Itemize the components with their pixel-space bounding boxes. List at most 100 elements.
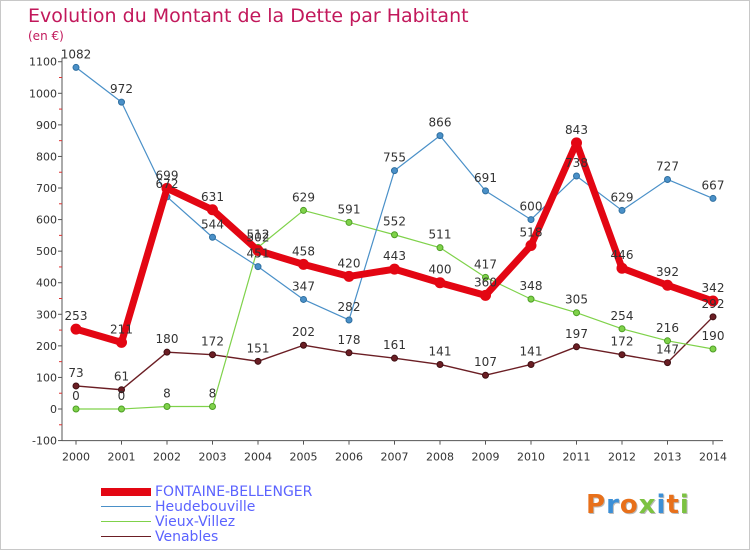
chart-subtitle: (en €) — [28, 29, 64, 43]
data-point — [662, 279, 673, 291]
data-label: 600 — [520, 200, 543, 214]
data-label: 629 — [292, 190, 315, 204]
data-label: 282 — [338, 300, 361, 314]
data-label: 0 — [72, 389, 80, 403]
data-point — [573, 309, 580, 317]
data-point — [482, 187, 489, 195]
data-point — [482, 273, 489, 281]
data-point — [664, 359, 671, 367]
data-label: 0 — [118, 389, 126, 403]
x-tick-label: 2002 — [153, 451, 181, 464]
data-label: 254 — [611, 309, 634, 323]
data-label: 512 — [247, 227, 270, 241]
data-point — [116, 336, 127, 348]
data-point — [709, 313, 717, 321]
data-label: 629 — [611, 190, 634, 204]
legend: FONTAINE-BELLENGER Heudebouville Vieux-Vil… — [101, 483, 313, 545]
data-label: 451 — [247, 247, 270, 261]
chart-title: Evolution du Montant de la Dette par Hab… — [28, 5, 469, 27]
data-point — [709, 345, 717, 353]
x-tick-label: 2013 — [654, 451, 682, 464]
data-point — [72, 382, 80, 390]
data-point — [70, 323, 82, 335]
legend-label: Vieux-Villez — [155, 513, 236, 530]
x-tick-label: 2005 — [290, 451, 318, 464]
data-label: 552 — [383, 215, 406, 229]
data-label: 73 — [68, 366, 83, 380]
data-label: 400 — [429, 263, 452, 277]
data-label: 544 — [201, 217, 224, 231]
data-label: 147 — [656, 343, 679, 357]
data-label: 458 — [292, 244, 315, 258]
data-point — [163, 402, 171, 410]
logo-letter: i — [656, 490, 667, 520]
data-point — [343, 270, 355, 282]
y-tick-label: 0 — [50, 403, 57, 416]
data-label: 446 — [611, 248, 634, 262]
data-label: 699 — [156, 168, 179, 182]
proxiti-logo: Proxiti — [586, 490, 690, 520]
legend-item: Vieux-Villez — [101, 513, 312, 530]
data-point — [300, 295, 307, 303]
data-label: 738 — [565, 156, 588, 170]
data-point — [664, 175, 671, 183]
data-label: 591 — [338, 202, 361, 216]
data-label: 8 — [163, 386, 171, 400]
y-tick-label: 700 — [36, 182, 57, 195]
y-tick-label: 100 — [36, 371, 57, 384]
data-label: 141 — [429, 344, 452, 358]
data-point — [118, 98, 125, 106]
data-label: 172 — [201, 335, 224, 349]
data-point — [118, 405, 125, 413]
data-label: 866 — [429, 116, 452, 130]
data-label: 151 — [247, 341, 270, 355]
data-label: 8 — [209, 386, 217, 400]
data-point — [709, 194, 717, 202]
logo-letter: t — [666, 490, 680, 520]
data-point — [571, 137, 582, 149]
logo-letter: P — [586, 490, 607, 520]
y-tick-label: 200 — [36, 340, 57, 353]
legend-swatch — [101, 535, 151, 538]
data-point — [434, 277, 446, 289]
data-point — [525, 239, 537, 251]
data-point — [618, 351, 626, 359]
data-label: 360 — [474, 275, 497, 289]
legend-item: Heudebouville — [101, 499, 312, 515]
data-point — [345, 218, 353, 226]
data-point — [72, 63, 80, 71]
data-point — [298, 258, 309, 270]
x-tick-label: 2003 — [199, 451, 227, 464]
data-point — [573, 172, 580, 180]
data-point — [254, 263, 262, 271]
data-label: 972 — [110, 82, 133, 96]
data-point — [707, 295, 719, 307]
data-label: 161 — [383, 338, 406, 352]
data-point — [209, 402, 216, 410]
y-tick-label: 900 — [36, 119, 57, 132]
logo-letter: i — [679, 490, 690, 520]
data-point — [118, 386, 125, 394]
data-label: 347 — [292, 279, 315, 293]
data-point — [345, 316, 353, 324]
x-tick-label: 2001 — [108, 451, 136, 464]
legend-label: FONTAINE-BELLENGER — [155, 483, 313, 500]
data-point — [480, 289, 491, 301]
data-label: 211 — [110, 322, 133, 336]
data-label: 348 — [520, 279, 543, 293]
x-tick-label: 2012 — [608, 451, 636, 464]
data-point — [163, 348, 171, 356]
data-point — [300, 341, 307, 349]
x-tick-label: 2007 — [381, 451, 409, 464]
data-point — [527, 216, 535, 224]
data-point — [161, 182, 173, 194]
y-tick-label: 1000 — [29, 87, 57, 100]
logo-letter: o — [619, 490, 639, 520]
data-label: 755 — [383, 151, 406, 165]
data-label: 631 — [201, 190, 224, 204]
y-tick-label: 400 — [36, 277, 57, 290]
data-label: 1082 — [61, 47, 92, 61]
data-point — [345, 349, 353, 357]
data-point — [436, 132, 444, 140]
